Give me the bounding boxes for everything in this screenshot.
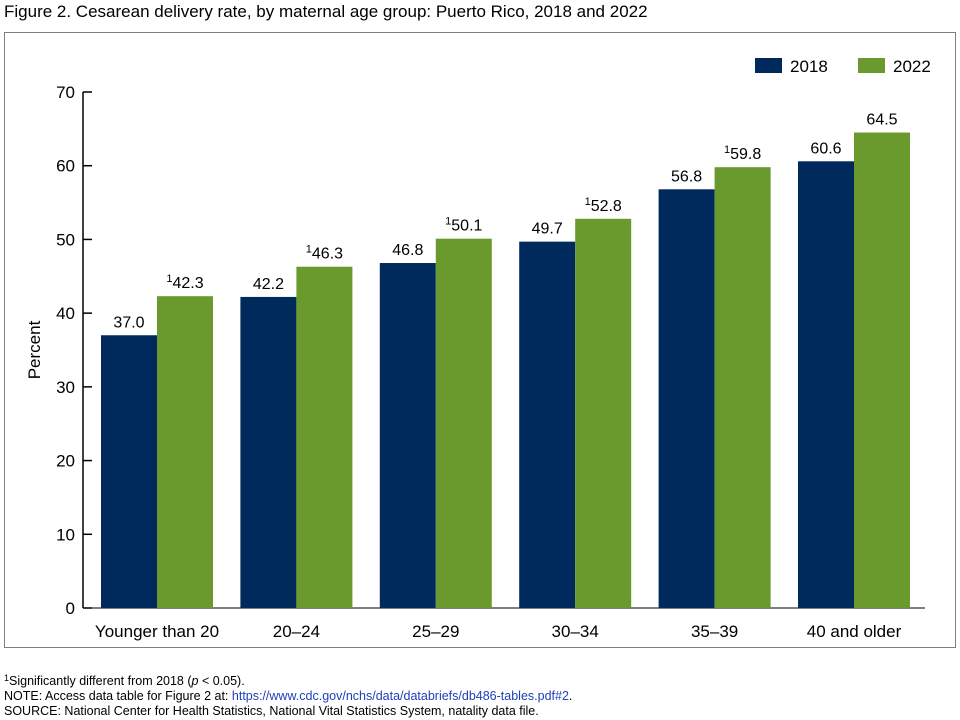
bar-2022-3: [435, 238, 492, 609]
footnotes: 1Significantly different from 2018 (p < …: [4, 674, 572, 719]
significance-text-a: Significantly different from 2018 (: [9, 674, 192, 688]
data-label: 146.3: [306, 244, 343, 263]
y-tick-label: 40: [56, 304, 75, 323]
data-label: 150.1: [445, 216, 482, 235]
data-label: 46.8: [392, 242, 423, 259]
category-label: 20–24: [273, 622, 320, 641]
y-tick-label: 10: [56, 525, 75, 544]
y-tick-label: 50: [56, 230, 75, 249]
y-tick-label: 30: [56, 378, 75, 397]
category-label: 35–39: [691, 622, 738, 641]
bar-2018-1: [101, 335, 157, 608]
category-label: 30–34: [552, 622, 599, 641]
y-tick-label: 20: [56, 452, 75, 471]
data-label-value: 52.8: [591, 198, 622, 215]
data-label: 49.7: [532, 221, 563, 238]
data-label: 56.8: [671, 168, 702, 185]
bar-2022-4: [575, 218, 632, 608]
y-axis-title: Percent: [25, 320, 44, 379]
bar-2018-2: [240, 296, 297, 608]
y-tick-label: 0: [66, 599, 75, 618]
data-label: 60.6: [810, 140, 841, 157]
bar-2022-5: [714, 167, 771, 608]
legend-label: 2022: [893, 57, 931, 76]
footnote-mark: 1: [585, 196, 591, 208]
data-label: 37.0: [113, 314, 144, 331]
access-note: NOTE: Access data table for Figure 2 at:…: [4, 689, 572, 704]
p-symbol: p: [191, 674, 199, 688]
data-label: 152.8: [585, 196, 622, 215]
source-note: SOURCE: National Center for Health Stati…: [4, 704, 539, 718]
y-tick-label: 60: [56, 157, 75, 176]
figure-title: Figure 2. Cesarean delivery rate, by mat…: [4, 2, 648, 21]
footnote-mark: 1: [4, 673, 10, 683]
data-label-value: 42.3: [172, 275, 203, 292]
chart-frame: [4, 32, 956, 648]
bar-2018-6: [798, 161, 854, 608]
bar-2022-6: [854, 132, 910, 609]
data-label-value: 50.1: [451, 218, 482, 235]
data-label: 159.8: [724, 144, 761, 163]
note-prefix: NOTE: Access data table for Figure 2 at:: [4, 689, 232, 703]
bar-2018-4: [519, 241, 576, 608]
legend-swatch-2018: [755, 58, 782, 73]
footnote-mark: 1: [445, 216, 451, 228]
footnote-mark: 1: [306, 244, 312, 256]
bar-2022-2: [296, 266, 353, 608]
legend-swatch-2022: [858, 58, 885, 73]
note-suffix: .: [568, 689, 573, 703]
footnote-mark: 1: [724, 144, 730, 156]
legend-label: 2018: [790, 57, 828, 76]
data-label-value: 46.3: [312, 246, 343, 263]
significance-note: 1Significantly different from 2018 (p < …: [4, 674, 572, 689]
data-label-value: 59.8: [730, 146, 761, 163]
bar-2022-1: [157, 296, 213, 608]
data-table-link[interactable]: https://www.cdc.gov/nchs/data/databriefs…: [231, 689, 569, 703]
data-label: 64.5: [866, 112, 897, 129]
bar-2018-3: [379, 263, 436, 608]
y-tick-label: 70: [56, 83, 75, 102]
data-label: 42.2: [253, 276, 284, 293]
category-label: Younger than 20: [95, 622, 219, 641]
footnote-mark: 1: [166, 273, 172, 285]
data-label: 142.3: [166, 273, 203, 292]
category-label: 25–29: [412, 622, 459, 641]
category-label: 40 and older: [807, 622, 902, 641]
significance-text-b: < 0.05).: [198, 674, 245, 688]
bar-2018-5: [658, 189, 715, 608]
